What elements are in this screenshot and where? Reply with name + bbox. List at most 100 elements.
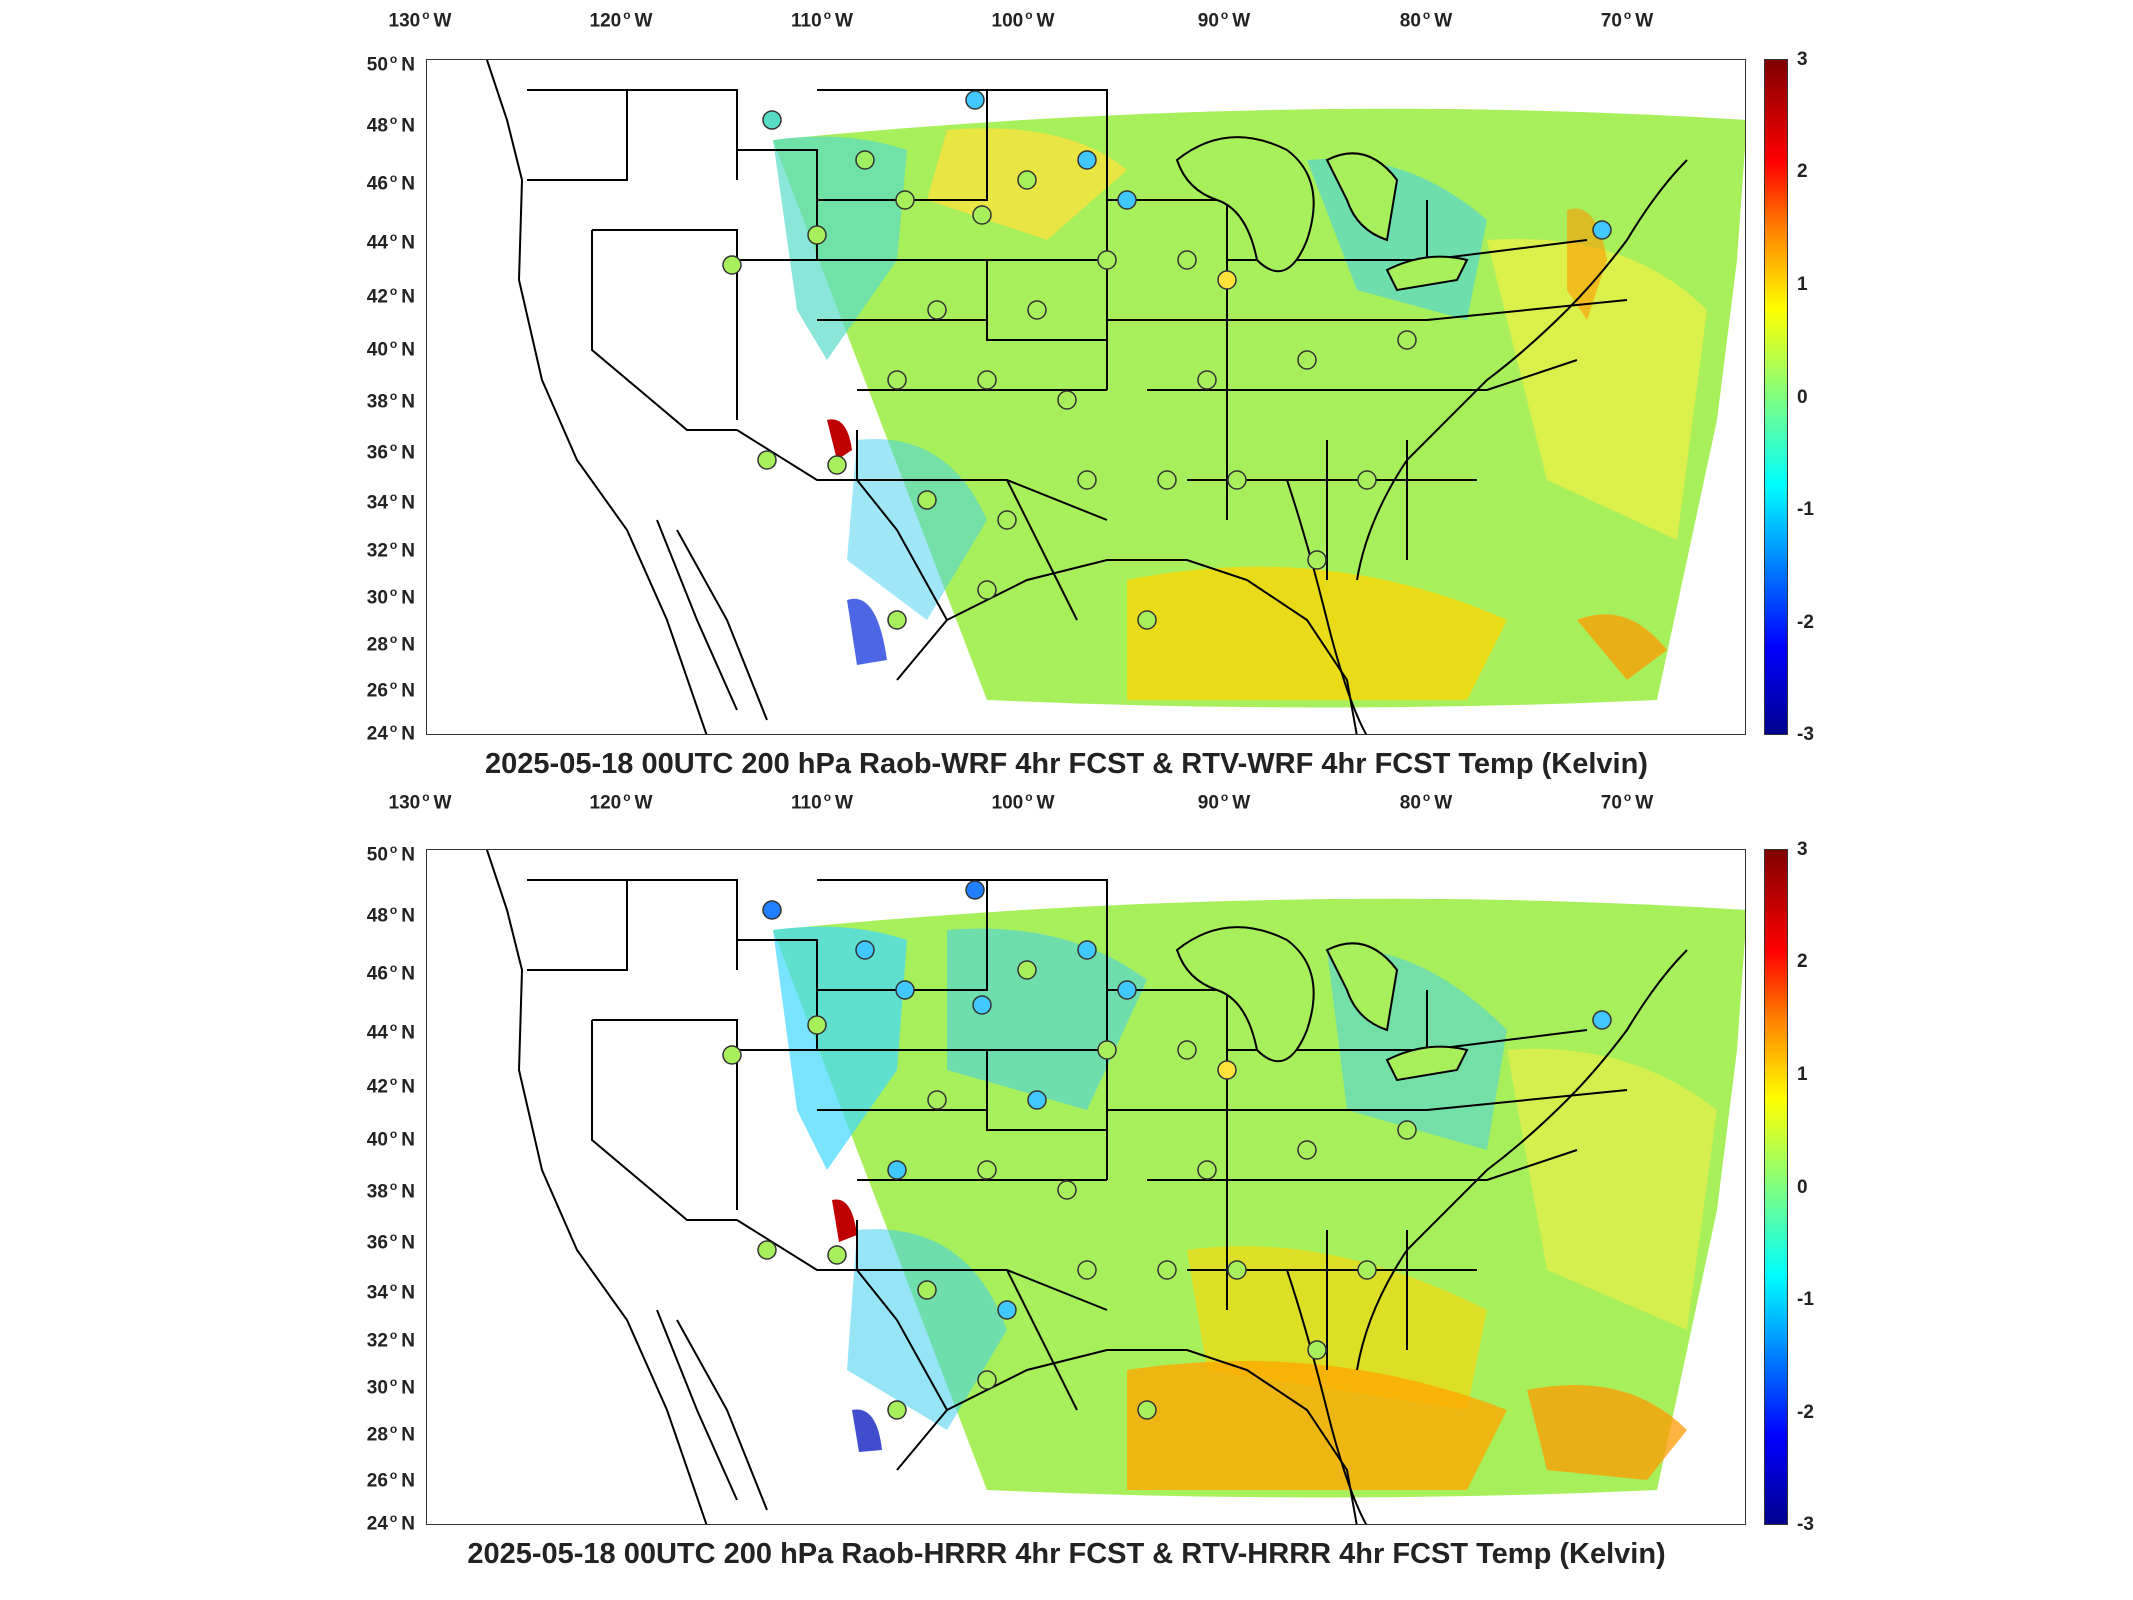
colorbar-tick: 3 <box>1797 49 1808 70</box>
station-marker <box>762 110 782 130</box>
map-panel-top: 130 o W 120 o W 110 o W 100 o W 90 o W 80 o W 70 o W 5… <box>0 0 2133 790</box>
extreme-anomaly <box>832 1199 857 1242</box>
station-marker <box>855 150 875 170</box>
station-marker <box>757 450 777 470</box>
station-marker <box>977 1370 997 1390</box>
state-borders-west <box>527 89 897 431</box>
cool-anomaly <box>947 928 1147 1110</box>
west-coast <box>486 60 708 734</box>
gulf-coast <box>896 559 1358 734</box>
lon-tick: 110 o W <box>791 8 853 32</box>
extreme-anomaly <box>827 419 852 460</box>
baja-outline <box>656 1309 768 1511</box>
station-marker <box>1217 270 1237 290</box>
lon-tick: 110 o W <box>791 790 853 814</box>
station-marker <box>1307 550 1327 570</box>
station-marker <box>1307 1340 1327 1360</box>
station-marker <box>827 1245 847 1265</box>
panel-title: 2025-05-18 00UTC 200 hPa Raob-HRRR 4hr F… <box>467 1538 1666 1570</box>
station-marker <box>807 225 827 245</box>
station-marker <box>972 205 992 225</box>
lat-tick: 28 o N <box>366 632 415 656</box>
station-marker <box>1177 250 1197 270</box>
lon-tick: 70 o W <box>1600 8 1654 32</box>
station-marker <box>972 995 992 1015</box>
map-area[interactable] <box>426 849 1746 1525</box>
warm-anomaly <box>1507 1048 1717 1330</box>
lat-tick: 34 o N <box>366 490 415 514</box>
lat-tick: 40 o N <box>366 1127 415 1151</box>
cool-anomaly <box>847 439 987 620</box>
station-marker <box>997 1300 1017 1320</box>
lon-tick: 100 o W <box>991 790 1055 814</box>
cold-anomaly <box>847 598 887 665</box>
station-marker <box>1117 190 1137 210</box>
east-coast <box>1356 949 1688 1371</box>
great-lakes <box>1175 136 1469 292</box>
lat-tick: 50 o N <box>366 842 415 866</box>
state-borders-central <box>817 879 1108 1411</box>
lat-tick: 42 o N <box>366 284 415 308</box>
station-marker <box>762 900 782 920</box>
mexico-border <box>736 429 948 621</box>
station-marker <box>1397 330 1417 350</box>
lat-tick: 30 o N <box>366 1375 415 1399</box>
colorbar-tick: -3 <box>1797 724 1814 745</box>
station-marker <box>1357 470 1377 490</box>
lat-tick: 36 o N <box>366 440 415 464</box>
colorbar-tick: 3 <box>1797 839 1808 860</box>
great-lakes <box>1175 926 1469 1082</box>
lat-tick: 40 o N <box>366 337 415 361</box>
state-borders-west <box>527 879 897 1221</box>
station-marker <box>1097 1040 1117 1060</box>
station-marker <box>1137 1400 1157 1420</box>
lon-tick: 130 o W <box>388 8 452 32</box>
colorbar-tick: -2 <box>1797 1402 1814 1423</box>
colorbar-tick: 2 <box>1797 161 1808 182</box>
station-marker <box>887 1160 907 1180</box>
lat-tick: 46 o N <box>366 171 415 195</box>
colorbar-tick: -3 <box>1797 1514 1814 1535</box>
station-marker <box>927 300 947 320</box>
lat-tick: 26 o N <box>366 1468 415 1492</box>
lat-tick: 44 o N <box>366 1020 415 1044</box>
lat-tick: 42 o N <box>366 1074 415 1098</box>
florida-outline <box>1286 479 1368 734</box>
station-marker <box>977 580 997 600</box>
lat-tick: 46 o N <box>366 961 415 985</box>
station-marker <box>827 455 847 475</box>
station-marker <box>1027 300 1047 320</box>
station-marker <box>1097 250 1117 270</box>
gulf-coast <box>896 1349 1358 1524</box>
raob-stations <box>722 880 1612 1420</box>
station-marker <box>1077 1260 1097 1280</box>
missing-data-patch <box>782 645 840 665</box>
lat-tick: 38 o N <box>366 389 415 413</box>
cool-anomaly <box>773 926 907 1170</box>
map-area[interactable] <box>426 59 1746 735</box>
warm-anomaly <box>1487 238 1707 540</box>
colorbar-tick: 0 <box>1797 387 1808 408</box>
lat-tick: 44 o N <box>366 230 415 254</box>
colorbar-tick: 1 <box>1797 274 1808 295</box>
lon-tick: 80 o W <box>1399 8 1453 32</box>
east-coast <box>1356 159 1688 581</box>
lon-tick: 120 o W <box>589 790 653 814</box>
baja-outline <box>656 519 768 721</box>
colorbar-tick: 1 <box>1797 1064 1808 1085</box>
map-svg <box>486 60 1745 734</box>
station-marker <box>807 1015 827 1035</box>
map-svg <box>486 850 1745 1524</box>
lat-tick: 24 o N <box>366 1511 415 1535</box>
colorbar-tick: 2 <box>1797 951 1808 972</box>
panel-title: 2025-05-18 00UTC 200 hPa Raob-WRF 4hr FC… <box>485 748 1648 780</box>
station-marker <box>1157 470 1177 490</box>
station-marker <box>965 90 985 110</box>
station-marker <box>1227 470 1247 490</box>
lat-tick: 32 o N <box>366 538 415 562</box>
station-marker <box>1297 350 1317 370</box>
lat-tick: 48 o N <box>366 903 415 927</box>
colorbar-tick: -1 <box>1797 499 1814 520</box>
lat-tick: 48 o N <box>366 113 415 137</box>
station-marker <box>1057 390 1077 410</box>
